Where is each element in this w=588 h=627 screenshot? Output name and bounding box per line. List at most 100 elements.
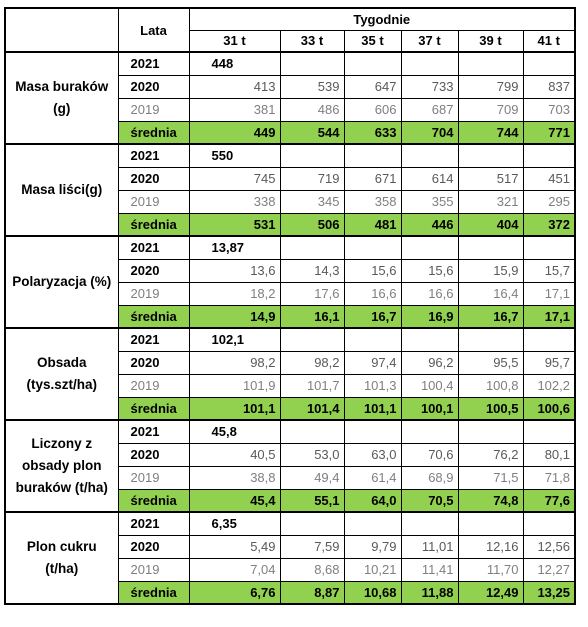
average-row: średnia 45,4 55,1 64,0 70,5 74,8 77,6	[5, 488, 576, 513]
year-label: średnia	[117, 304, 190, 329]
empty-cell	[457, 235, 524, 260]
value-cell: 372	[522, 212, 576, 237]
year-label: 2020	[117, 534, 190, 559]
value-cell: 15,6	[343, 258, 402, 283]
empty-cell	[522, 51, 576, 76]
yield-table: Lata Tygodnie 31 t 33 t 35 t 37 t 39 t 4…	[4, 7, 576, 605]
year-row: 2020 13,6 14,3 15,6 15,6 15,9 15,7	[5, 258, 576, 283]
value-cell: 74,8	[457, 488, 524, 513]
empty-cell	[279, 327, 345, 352]
value-cell: 5,49	[188, 534, 281, 559]
empty-cell	[343, 235, 402, 260]
value-cell: 12,56	[522, 534, 576, 559]
value-cell: 671	[343, 166, 402, 191]
year-label: 2020	[117, 166, 190, 191]
value-cell: 449	[188, 120, 281, 145]
value-cell: 14,9	[188, 304, 281, 329]
empty-cell	[343, 327, 402, 352]
empty-cell	[457, 143, 524, 168]
value-cell: 404	[457, 212, 524, 237]
empty-cell	[457, 327, 524, 352]
value-cell: 12,27	[522, 557, 576, 582]
value-cell: 101,4	[279, 396, 345, 421]
value-cell: 17,1	[522, 304, 576, 329]
group-label: Plon cukru (t/ha)	[4, 511, 119, 605]
value-cell: 13,25	[522, 580, 576, 605]
week-header: 39 t	[457, 29, 524, 53]
week-header: 33 t	[279, 29, 345, 53]
value-cell: 6,76	[188, 580, 281, 605]
tygodnie-header: Tygodnie	[188, 7, 576, 31]
year-row: 2019 101,9 101,7 101,3 100,4 100,8 102,2	[5, 373, 576, 398]
year-label: 2020	[117, 74, 190, 99]
year-label: 2021	[117, 419, 190, 444]
value-cell: 11,01	[400, 534, 459, 559]
value-cell: 744	[457, 120, 524, 145]
value-cell: 451	[522, 166, 576, 191]
value-cell: 15,9	[457, 258, 524, 283]
average-row: średnia 449 544 633 704 744 771	[5, 120, 576, 145]
value-cell: 8,68	[279, 557, 345, 582]
empty-cell	[457, 51, 524, 76]
value-cell: 12,16	[457, 534, 524, 559]
year-label: 2020	[117, 258, 190, 283]
value-cell: 16,6	[400, 281, 459, 306]
value-cell: 614	[400, 166, 459, 191]
empty-cell	[400, 235, 459, 260]
empty-cell	[522, 143, 576, 168]
value-cell: 101,1	[343, 396, 402, 421]
value-cell: 12,49	[457, 580, 524, 605]
year-label: średnia	[117, 120, 190, 145]
value-cell: 446	[400, 212, 459, 237]
value-cell: 49,4	[279, 465, 345, 490]
empty-cell	[457, 511, 524, 536]
empty-cell	[400, 327, 459, 352]
value-cell: 8,87	[279, 580, 345, 605]
empty-cell	[522, 235, 576, 260]
value-cell: 55,1	[279, 488, 345, 513]
empty-cell	[279, 51, 345, 76]
value-cell: 733	[400, 74, 459, 99]
value-cell: 96,2	[400, 350, 459, 375]
value-cell: 16,1	[279, 304, 345, 329]
value-cell: 100,6	[522, 396, 576, 421]
value-cell: 7,04	[188, 557, 281, 582]
year-row: 2019 381 486 606 687 709 703	[5, 97, 576, 122]
value-cell: 15,7	[522, 258, 576, 283]
week-header: 37 t	[400, 29, 459, 53]
value-cell: 16,4	[457, 281, 524, 306]
value-cell: 45,4	[188, 488, 281, 513]
value-cell: 18,2	[188, 281, 281, 306]
value-cell: 7,59	[279, 534, 345, 559]
year-label: 2020	[117, 350, 190, 375]
group-label: Polaryzacja (%)	[4, 235, 119, 329]
value-cell: 13,6	[188, 258, 281, 283]
empty-cell	[522, 327, 576, 352]
empty-cell	[400, 511, 459, 536]
value-cell: 295	[522, 189, 576, 214]
value-cell: 11,70	[457, 557, 524, 582]
value-cell: 95,5	[457, 350, 524, 375]
value-cell: 10,68	[343, 580, 402, 605]
value-cell: 550	[188, 143, 281, 168]
value-cell: 16,9	[400, 304, 459, 329]
value-cell: 687	[400, 97, 459, 122]
year-label: średnia	[117, 488, 190, 513]
empty-cell	[279, 419, 345, 444]
year-label: 2019	[117, 465, 190, 490]
value-cell: 338	[188, 189, 281, 214]
year-label: 2019	[117, 557, 190, 582]
year-row: Plon cukru (t/ha) 2021 6,35	[4, 511, 576, 605]
week-header: 41 t	[522, 29, 576, 53]
lata-header: Lata	[117, 7, 190, 53]
value-cell: 71,8	[522, 465, 576, 490]
value-cell: 719	[279, 166, 345, 191]
empty-cell	[457, 419, 524, 444]
value-cell: 837	[522, 74, 576, 99]
value-cell: 45,8	[188, 419, 281, 444]
table-body: Masa buraków (g) 2021 448 2020 413 539 647 733 7…	[4, 51, 576, 605]
value-cell: 38,8	[188, 465, 281, 490]
year-label: 2021	[117, 327, 190, 352]
value-cell: 9,79	[343, 534, 402, 559]
value-cell: 61,4	[343, 465, 402, 490]
